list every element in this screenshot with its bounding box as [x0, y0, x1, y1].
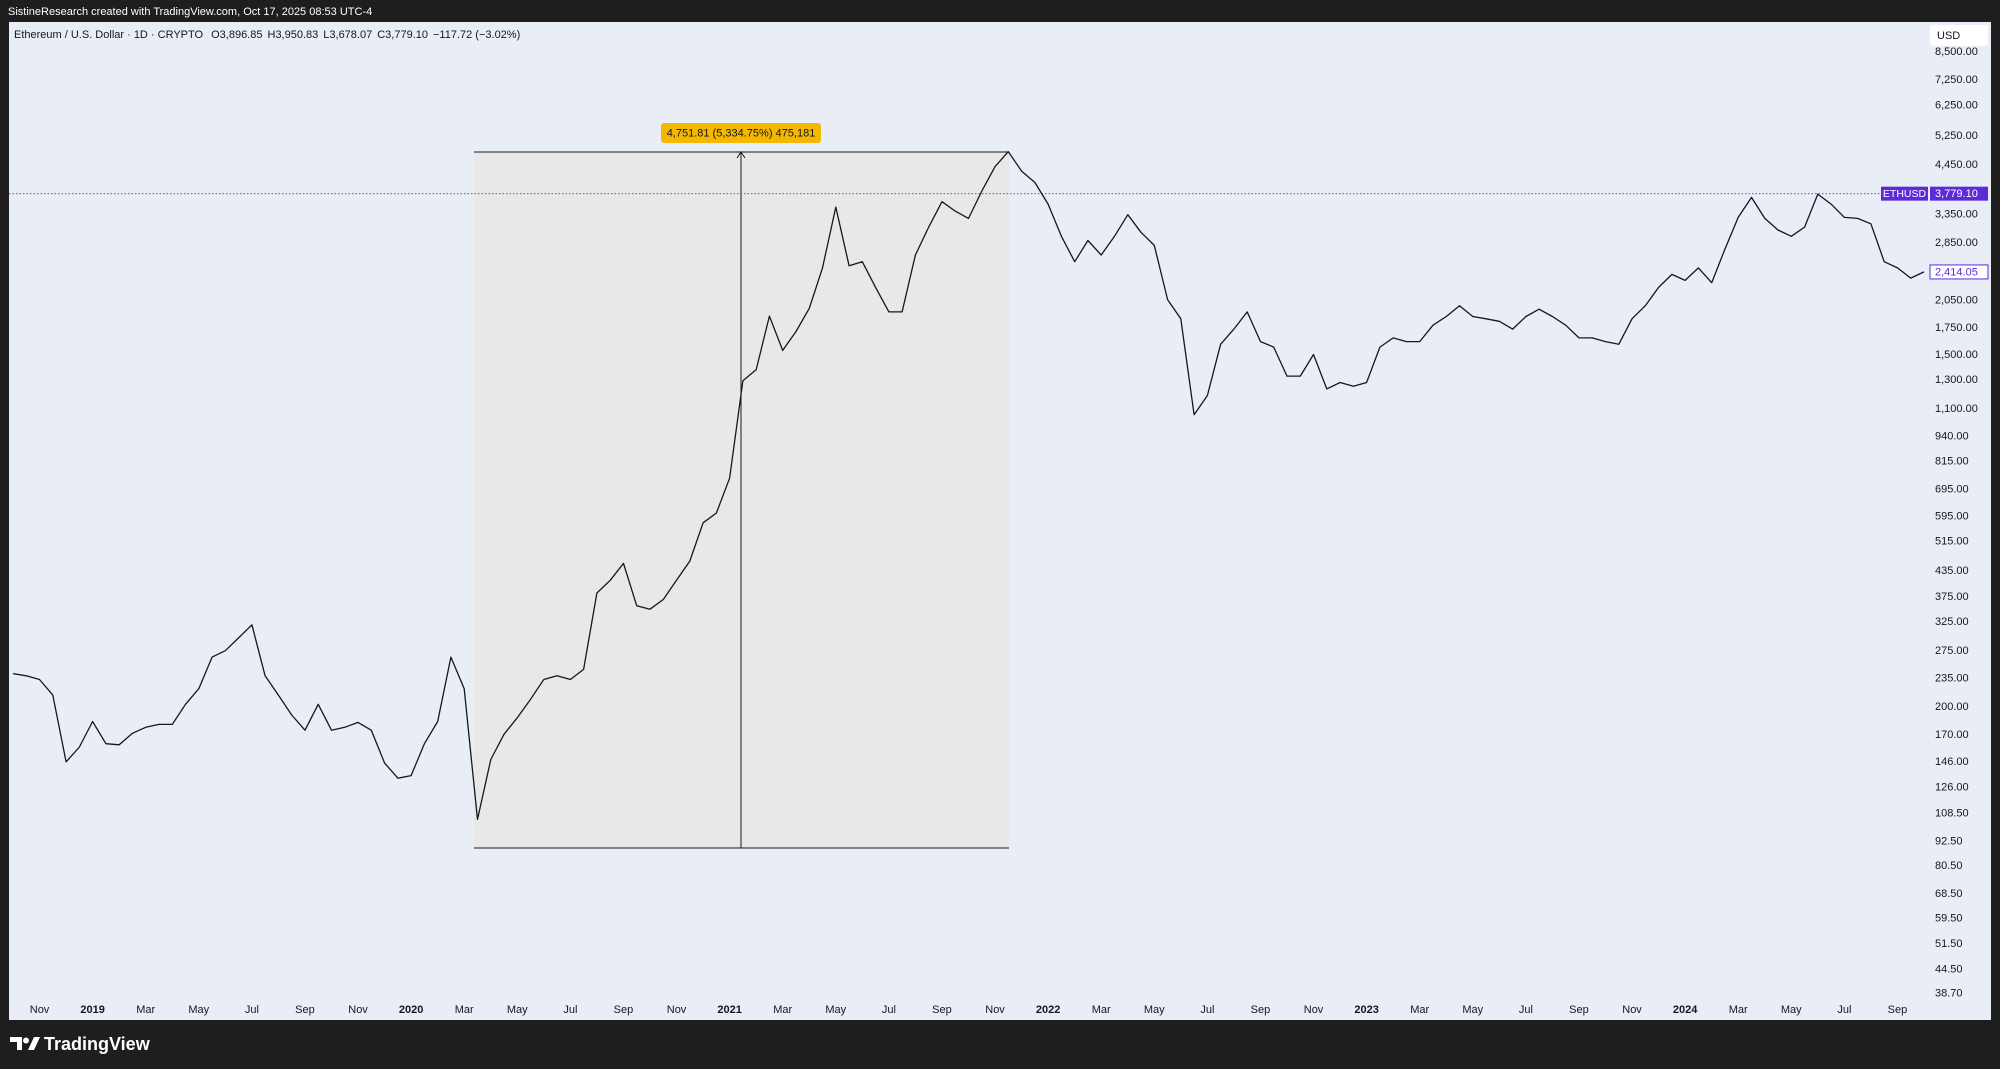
x-tick-label: Sep — [295, 1004, 315, 1016]
price-line-value-box — [1930, 186, 1988, 201]
x-tick-label: May — [825, 1004, 846, 1016]
watermark: SistineResearch created with TradingView… — [8, 6, 372, 18]
y-tick-label: 2,850.00 — [1935, 237, 1978, 249]
x-tick-label: May — [188, 1004, 209, 1016]
x-tick-label: Mar — [773, 1004, 792, 1016]
y-tick-label: 44.50 — [1935, 963, 1963, 975]
x-tick-label: Sep — [1251, 1004, 1271, 1016]
x-tick-label: Mar — [455, 1004, 474, 1016]
measure-arrowhead — [736, 151, 746, 159]
price-line-value: 3,779.10 — [1935, 188, 1978, 200]
y-tick-label: 1,300.00 — [1935, 374, 1978, 386]
x-tick-label: Sep — [1569, 1004, 1589, 1016]
x-tick-label: Mar — [1092, 1004, 1111, 1016]
ohlc-label: C — [377, 29, 385, 41]
x-tick-label: Sep — [932, 1004, 952, 1016]
y-tick-label: 1,100.00 — [1935, 403, 1978, 415]
x-tick-label: 2021 — [717, 1004, 741, 1016]
y-tick-label: 68.50 — [1935, 888, 1963, 900]
legend-header: Ethereum / U.S. Dollar · 1D · CRYPTO O3,8… — [14, 29, 520, 41]
x-tick-label: 2022 — [1036, 1004, 1060, 1016]
x-tick-label: May — [1781, 1004, 1802, 1016]
brand[interactable]: TradingView — [44, 1034, 151, 1054]
x-tick-label: Jul — [1837, 1004, 1851, 1016]
y-tick-label: 5,250.00 — [1935, 130, 1978, 142]
ohlc-value: 3,779.10 — [385, 29, 428, 41]
x-tick-label: Nov — [348, 1004, 368, 1016]
y-tick-label: 1,750.00 — [1935, 322, 1978, 334]
y-tick-label: 275.00 — [1935, 645, 1969, 657]
y-tick-label: 108.50 — [1935, 808, 1969, 820]
y-tick-label: 170.00 — [1935, 729, 1969, 741]
change: −117.72 (−3.02%) — [433, 29, 520, 41]
ohlc-value: 3,678.07 — [329, 29, 372, 41]
y-tick-label: 59.50 — [1935, 913, 1963, 925]
x-tick-label: Nov — [667, 1004, 687, 1016]
x-tick-label: Sep — [1888, 1004, 1908, 1016]
y-tick-label: 146.00 — [1935, 756, 1969, 768]
ohlc-value: 3,896.85 — [220, 29, 263, 41]
y-tick-label: 595.00 — [1935, 510, 1969, 522]
x-tick-label: Nov — [985, 1004, 1005, 1016]
price-line-name-box — [1881, 186, 1928, 201]
y-tick-label: 4,450.00 — [1935, 159, 1978, 171]
measure-label-box — [661, 123, 821, 143]
x-tick-label: Jul — [1200, 1004, 1214, 1016]
x-tick-label: Jul — [563, 1004, 577, 1016]
x-tick-label: Nov — [1622, 1004, 1642, 1016]
x-tick-label: 2020 — [399, 1004, 423, 1016]
symbol-title: Ethereum / U.S. Dollar · 1D · CRYPTO — [14, 29, 204, 41]
y-tick-label: 2,050.00 — [1935, 294, 1978, 306]
y-tick-label: 235.00 — [1935, 673, 1969, 685]
y-tick-label: 325.00 — [1935, 616, 1969, 628]
x-tick-label: 2024 — [1673, 1004, 1698, 1016]
last-value-label: 2,414.05 — [1935, 266, 1978, 278]
y-tick-label: 515.00 — [1935, 536, 1969, 548]
y-tick-label: 940.00 — [1935, 431, 1969, 443]
x-tick-label: May — [1462, 1004, 1483, 1016]
currency-box[interactable] — [1930, 25, 1988, 46]
x-tick-label: Mar — [1729, 1004, 1748, 1016]
x-tick-label: May — [507, 1004, 528, 1016]
y-tick-label: 80.50 — [1935, 860, 1963, 872]
y-tick-label: 6,250.00 — [1935, 100, 1978, 112]
ohlc-label: H — [267, 29, 275, 41]
y-tick-label: 51.50 — [1935, 938, 1963, 950]
y-tick-label: 7,250.00 — [1935, 74, 1978, 86]
ohlc-label: L — [323, 29, 329, 41]
y-tick-label: 375.00 — [1935, 591, 1969, 603]
y-tick-label: 435.00 — [1935, 565, 1969, 577]
x-tick-label: Mar — [136, 1004, 155, 1016]
y-tick-label: 3,350.00 — [1935, 209, 1978, 221]
x-tick-label: Nov — [1304, 1004, 1324, 1016]
x-tick-label: Mar — [1410, 1004, 1429, 1016]
x-tick-label: Jul — [245, 1004, 259, 1016]
ohlc-value: 3,950.83 — [275, 29, 318, 41]
y-tick-label: 1,500.00 — [1935, 349, 1978, 361]
brand-logo — [10, 1037, 40, 1050]
price-line-name: ETHUSD — [1883, 188, 1927, 200]
ohlc-label: O — [211, 29, 220, 41]
x-tick-label: Jul — [882, 1004, 896, 1016]
x-tick-label: Jul — [1519, 1004, 1533, 1016]
x-tick-label: 2023 — [1354, 1004, 1378, 1016]
currency[interactable]: USD — [1937, 30, 1960, 42]
y-tick-label: 695.00 — [1935, 483, 1969, 495]
y-tick-label: 38.70 — [1935, 988, 1963, 1000]
x-tick-label: Sep — [614, 1004, 634, 1016]
y-tick-label: 92.50 — [1935, 835, 1963, 847]
y-tick-label: 126.00 — [1935, 782, 1969, 794]
x-tick-label: May — [1144, 1004, 1165, 1016]
y-tick-label: 8,500.00 — [1935, 46, 1978, 58]
last-value-box — [1929, 264, 1989, 280]
y-tick-label: 815.00 — [1935, 455, 1969, 467]
price-line-series — [12, 150, 1925, 821]
measure-label: 4,751.81 (5,334.75%) 475,181 — [667, 127, 816, 139]
x-tick-label: Nov — [30, 1004, 50, 1016]
y-tick-label: 200.00 — [1935, 701, 1969, 713]
x-tick-label: 2019 — [80, 1004, 104, 1016]
